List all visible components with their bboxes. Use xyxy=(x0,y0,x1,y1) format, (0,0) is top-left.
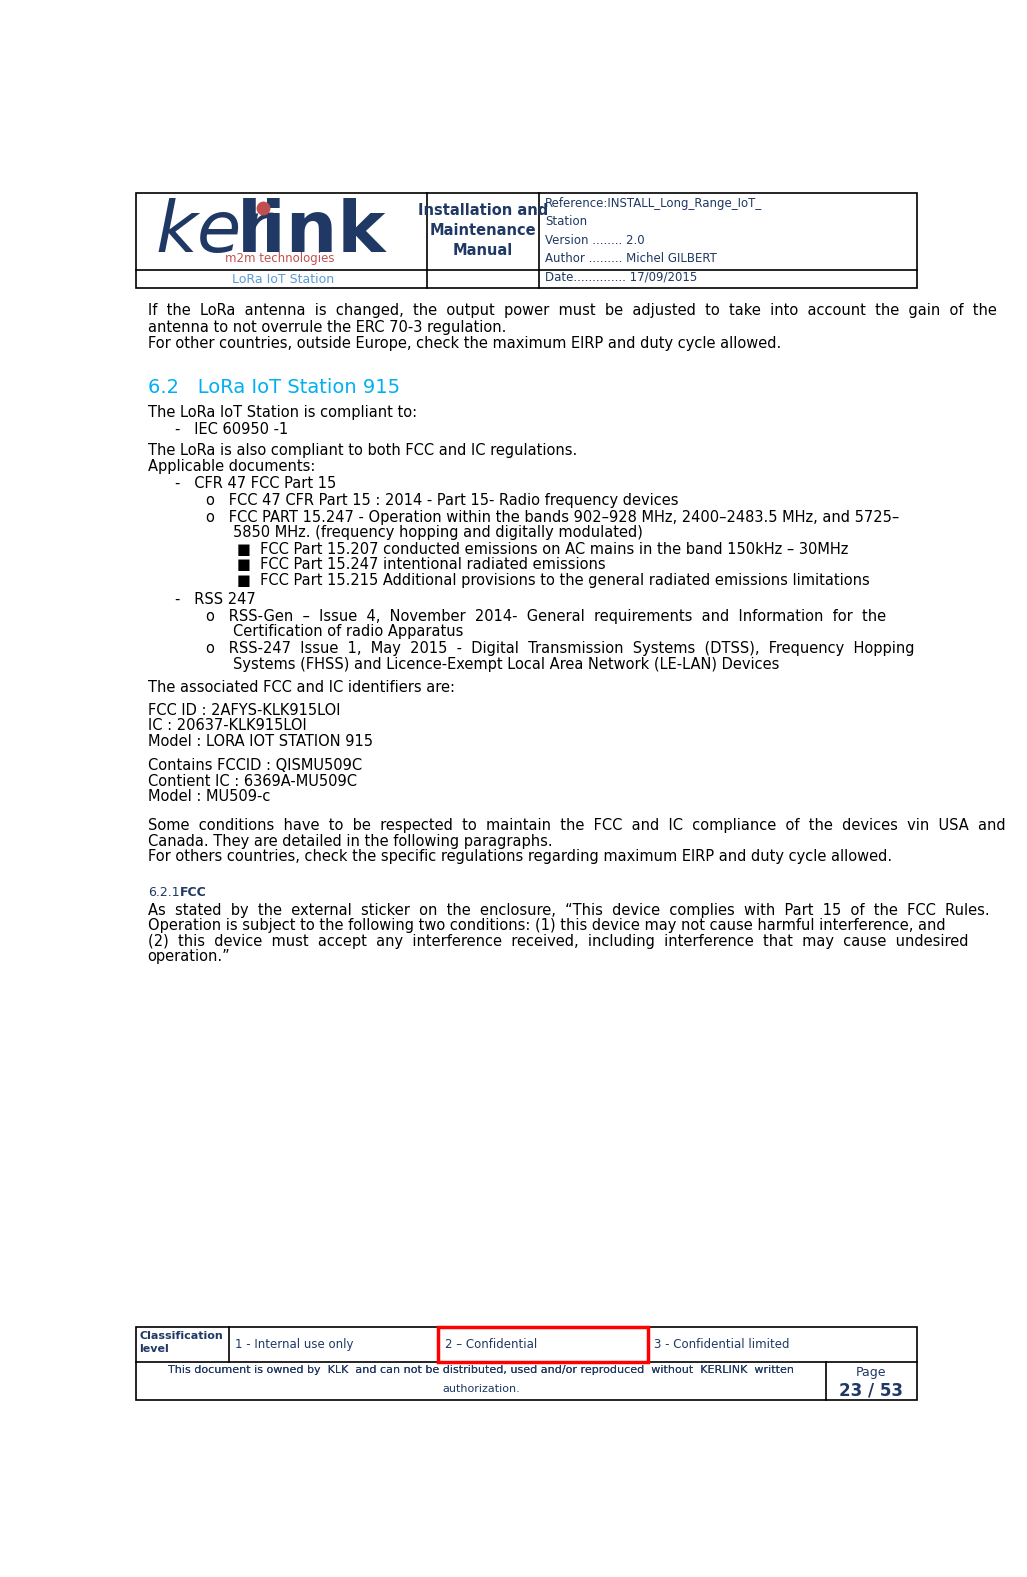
Text: antenna to not overrule the ERC 70-3 regulation.: antenna to not overrule the ERC 70-3 reg… xyxy=(148,320,506,336)
Bar xyxy=(137,1328,916,1400)
Text: Certification of radio Apparatus: Certification of radio Apparatus xyxy=(233,624,463,639)
Text: For others countries, check the specific regulations regarding maximum EIRP and : For others countries, check the specific… xyxy=(148,848,891,864)
Bar xyxy=(439,1328,648,1363)
Text: The associated FCC and IC identifiers are:: The associated FCC and IC identifiers ar… xyxy=(148,680,455,695)
Text: 6.2   LoRa IoT Station 915: 6.2 LoRa IoT Station 915 xyxy=(148,378,400,397)
Text: Operation is subject to the following two conditions: (1) this device may not ca: Operation is subject to the following tw… xyxy=(148,918,946,934)
Text: ker: ker xyxy=(155,199,271,268)
Text: Contient IC : 6369A-MU509C: Contient IC : 6369A-MU509C xyxy=(148,774,356,788)
Text: Model : LORA IOT STATION 915: Model : LORA IOT STATION 915 xyxy=(148,733,373,749)
Text: Systems (FHSS) and Licence-Exempt Local Area Network (LE-LAN) Devices: Systems (FHSS) and Licence-Exempt Local … xyxy=(233,656,779,672)
Text: The LoRa IoT Station is compliant to:: The LoRa IoT Station is compliant to: xyxy=(148,405,417,419)
Text: This document is owned by  KLK  and can not be distributed, used and/or reproduc: This document is owned by KLK and can no… xyxy=(168,1364,794,1375)
Text: IC : 20637-KLK915LOI: IC : 20637-KLK915LOI xyxy=(148,718,306,733)
Text: FCC ID : 2AFYS-KLK915LOI: FCC ID : 2AFYS-KLK915LOI xyxy=(148,703,340,718)
Text: This document is owned by  KLK  and can not be distributed, used and/or reproduc: This document is owned by KLK and can no… xyxy=(168,1364,794,1375)
Text: Applicable documents:: Applicable documents: xyxy=(148,459,315,473)
Text: -   RSS 247: - RSS 247 xyxy=(175,591,256,607)
Text: ■  FCC Part 15.207 conducted emissions on AC mains in the band 150kHz – 30MHz: ■ FCC Part 15.207 conducted emissions on… xyxy=(237,542,848,557)
Text: o   FCC PART 15.247 - Operation within the bands 902–928 MHz, 2400–2483.5 MHz, a: o FCC PART 15.247 - Operation within the… xyxy=(205,509,899,525)
Text: If  the  LoRa  antenna  is  changed,  the  output  power  must  be  adjusted  to: If the LoRa antenna is changed, the outp… xyxy=(148,303,996,319)
Text: -   CFR 47 FCC Part 15: - CFR 47 FCC Part 15 xyxy=(175,476,336,490)
Text: 3 - Confidential limited: 3 - Confidential limited xyxy=(654,1339,790,1351)
Text: Page: Page xyxy=(855,1366,886,1378)
Text: The LoRa is also compliant to both FCC and IC regulations.: The LoRa is also compliant to both FCC a… xyxy=(148,443,577,459)
Text: 2 – Confidential: 2 – Confidential xyxy=(445,1339,537,1351)
Text: m2m technologies: m2m technologies xyxy=(225,252,334,265)
Text: authorization.: authorization. xyxy=(443,1385,520,1394)
Text: For other countries, outside Europe, check the maximum EIRP and duty cycle allow: For other countries, outside Europe, che… xyxy=(148,336,781,350)
Text: operation.”: operation.” xyxy=(148,949,230,964)
Bar xyxy=(137,192,916,287)
Text: FCC: FCC xyxy=(181,886,207,899)
Text: 6.2.1: 6.2.1 xyxy=(148,886,180,899)
Text: Classification
level: Classification level xyxy=(140,1331,223,1353)
Text: ■  FCC Part 15.247 intentional radiated emissions: ■ FCC Part 15.247 intentional radiated e… xyxy=(237,557,606,572)
Text: ■  FCC Part 15.215 Additional provisions to the general radiated emissions limit: ■ FCC Part 15.215 Additional provisions … xyxy=(237,572,870,588)
Text: 23 / 53: 23 / 53 xyxy=(839,1381,903,1399)
Text: o   FCC 47 CFR Part 15 : 2014 - Part 15- Radio frequency devices: o FCC 47 CFR Part 15 : 2014 - Part 15- R… xyxy=(205,492,679,508)
Text: link: link xyxy=(237,199,386,268)
Text: o   RSS-Gen  –  Issue  4,  November  2014-  General  requirements  and  Informat: o RSS-Gen – Issue 4, November 2014- Gene… xyxy=(205,609,886,624)
Text: As  stated  by  the  external  sticker  on  the  enclosure,  “This  device  comp: As stated by the external sticker on the… xyxy=(148,904,989,918)
Text: 1 - Internal use only: 1 - Internal use only xyxy=(235,1339,354,1351)
Text: (2)  this  device  must  accept  any  interference  received,  including  interf: (2) this device must accept any interfer… xyxy=(148,934,968,949)
Text: Reference:INSTALL_Long_Range_IoT_
Station
Version ........ 2.0
Author ......... : Reference:INSTALL_Long_Range_IoT_ Statio… xyxy=(545,197,763,284)
Text: o   RSS-247  Issue  1,  May  2015  -  Digital  Transmission  Systems  (DTSS),  F: o RSS-247 Issue 1, May 2015 - Digital Tr… xyxy=(205,642,914,656)
Text: 5850 MHz. (frequency hopping and digitally modulated): 5850 MHz. (frequency hopping and digital… xyxy=(233,525,643,539)
Text: Canada. They are detailed in the following paragraphs.: Canada. They are detailed in the followi… xyxy=(148,834,553,848)
Text: Some  conditions  have  to  be  respected  to  maintain  the  FCC  and  IC  comp: Some conditions have to be respected to … xyxy=(148,818,1005,833)
Text: Model : MU509-c: Model : MU509-c xyxy=(148,788,270,804)
Text: Installation and
Maintenance
Manual: Installation and Maintenance Manual xyxy=(418,203,548,257)
Text: LoRa IoT Station: LoRa IoT Station xyxy=(232,273,335,285)
Text: -   IEC 60950 -1: - IEC 60950 -1 xyxy=(175,421,289,437)
Text: Contains FCCID : QISMU509C: Contains FCCID : QISMU509C xyxy=(148,759,362,773)
